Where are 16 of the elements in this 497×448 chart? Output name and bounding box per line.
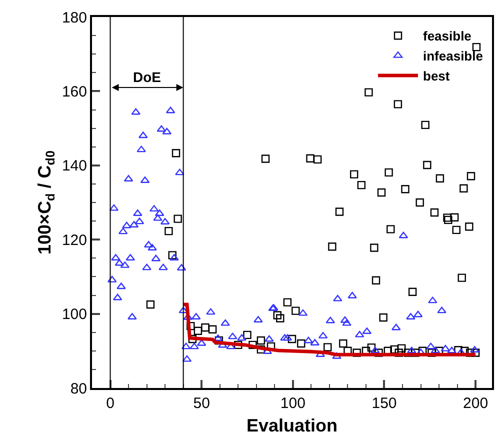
y-tick-label: 180 bbox=[62, 9, 87, 26]
legend-label: infeasible bbox=[423, 48, 483, 64]
x-tick-label: 50 bbox=[193, 395, 210, 412]
x-tick-label: 200 bbox=[463, 395, 488, 412]
x-tick-label: 150 bbox=[372, 395, 397, 412]
y-tick-label: 120 bbox=[62, 232, 87, 249]
annotation: DoE bbox=[133, 69, 161, 85]
legend-label: feasible bbox=[423, 28, 472, 44]
x-tick-label: 0 bbox=[106, 395, 114, 412]
y-tick-label: 80 bbox=[70, 380, 87, 398]
y-tick-label: 140 bbox=[62, 158, 87, 175]
y-tick-label: 100 bbox=[62, 306, 87, 324]
x-axis-title: Evaluation bbox=[246, 416, 338, 436]
legend-label: best bbox=[423, 68, 450, 84]
y-tick-label: 160 bbox=[62, 83, 87, 100]
x-tick-label: 100 bbox=[280, 395, 306, 412]
